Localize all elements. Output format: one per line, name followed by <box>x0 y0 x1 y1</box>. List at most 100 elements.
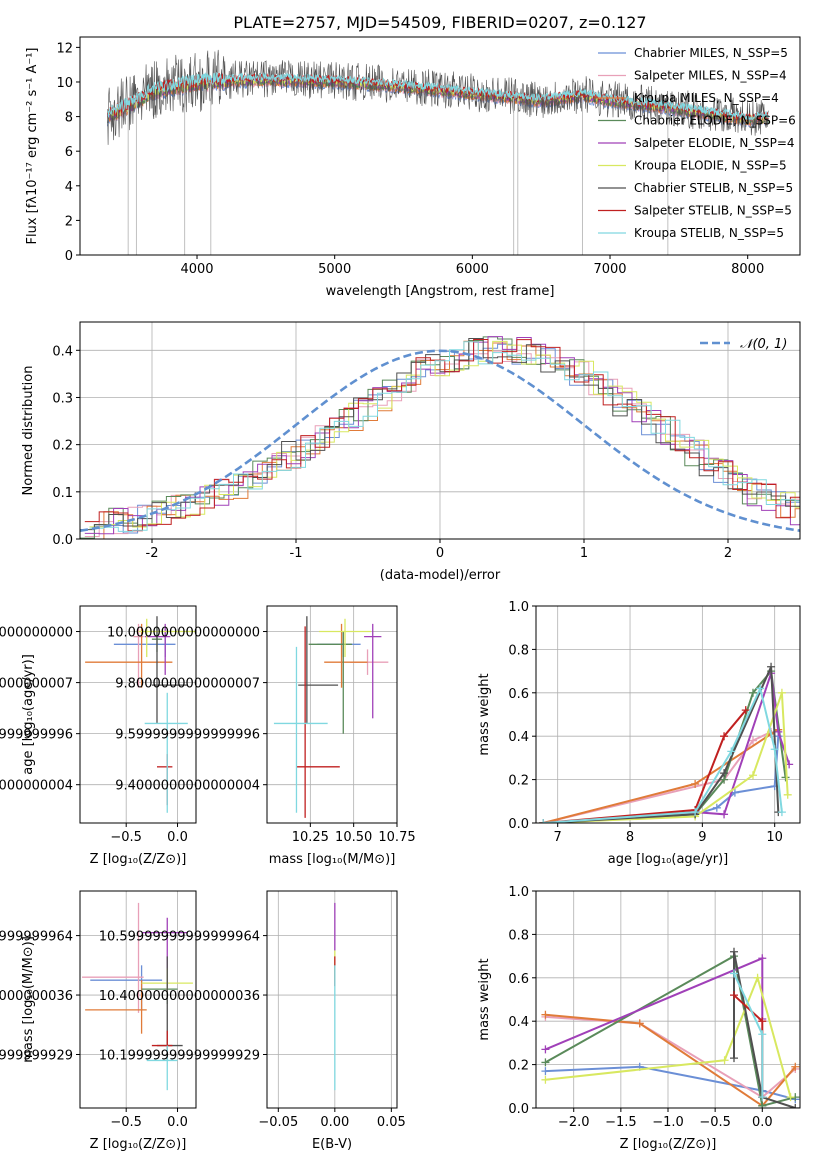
histogram-step <box>89 341 800 532</box>
axes-frame <box>535 890 801 1109</box>
y-tick-label: 0.0 <box>508 1102 529 1117</box>
series-line <box>545 956 764 1051</box>
data-point <box>786 1093 795 1102</box>
y-tick-label: 10.59999999999999964 <box>0 930 73 945</box>
data-point <box>741 706 750 715</box>
y-tick-label: 0.4 <box>52 344 73 359</box>
data-point <box>781 773 790 782</box>
y-tick-label: 0.8 <box>508 928 529 943</box>
histogram-step <box>84 350 800 537</box>
data-point <box>541 1058 550 1067</box>
y-tick-label: 10.19999999999999929 <box>0 1048 73 1063</box>
y-tick-label: 0.2 <box>52 439 73 454</box>
legend-entry: Salpeter STELIB, N_SSP=5 <box>634 204 792 218</box>
legend-entry: Salpeter ELODIE, N_SSP=4 <box>634 136 795 150</box>
data-point <box>720 732 729 741</box>
panel-mass-vs-Z: −0.5 0.0 10.19999999999999929 10.4000000000… <box>0 890 197 1152</box>
histogram-step <box>84 339 800 532</box>
y-tick-label: 10.19999999999999929 <box>99 1048 260 1063</box>
data-point <box>748 736 757 745</box>
data-point <box>635 1019 644 1028</box>
x-tick-label: 9 <box>698 830 706 845</box>
data-point <box>691 779 700 788</box>
series-line <box>543 666 780 823</box>
legend-entry: Chabrier MILES, N_SSP=5 <box>634 46 788 60</box>
axes-frame <box>79 605 197 824</box>
y-tick-label: 9.5999999999999996 <box>0 728 73 743</box>
y-tick-label: 10.0000000000000000 <box>0 626 73 641</box>
legend-text: Chabrier MILES, N_SSP=5 <box>634 46 788 60</box>
y-tick-label: 8 <box>65 111 73 126</box>
legend-text: Salpeter MILES, N_SSP=4 <box>634 69 787 83</box>
y-tick-label: 0.4 <box>508 1015 529 1030</box>
x-tick-label: −1.0 <box>652 1115 684 1130</box>
x-tick-label: 0.05 <box>377 1115 406 1130</box>
legend-text: Salpeter ELODIE, N_SSP=4 <box>634 136 795 150</box>
y-tick-label: 0.2 <box>508 1059 529 1074</box>
data-point <box>730 947 738 956</box>
x-tick-label: 10.25 <box>292 830 329 845</box>
y-tick-label: 6 <box>65 145 73 160</box>
legend-entry: Kroupa MILES, N_SSP=4 <box>634 91 779 105</box>
series-line <box>545 974 792 1098</box>
plot-area <box>536 606 800 823</box>
x-tick-label: 10.50 <box>335 830 372 845</box>
y-axis-label: Flux [fλ10⁻¹⁷ erg cm⁻² s⁻¹ A⁻¹] <box>25 48 40 245</box>
x-axis-label: age [log₁₀(age/yr)] <box>608 852 729 867</box>
x-tick-label: −0.5 <box>110 1115 142 1130</box>
y-axis-label: mass weight <box>477 958 492 1040</box>
data-point <box>756 684 765 693</box>
plot-area <box>267 606 397 823</box>
y-tick-label: 9.8000000000000007 <box>0 677 73 692</box>
plot-area <box>80 606 196 823</box>
data-point <box>727 747 736 756</box>
plot-area <box>80 891 196 1108</box>
y-tick-label: 10.40000000000000036 <box>0 989 73 1004</box>
data-point <box>777 808 786 817</box>
data-point <box>748 771 757 780</box>
data-point <box>541 1045 550 1054</box>
data-point <box>712 803 721 812</box>
panel-age-vs-Z: −0.5 0.0 9.4000000000000004 9.5999999999999… <box>0 605 197 867</box>
x-tick-label: −0.5 <box>110 830 142 845</box>
y-axis-label: Normed distribution <box>21 366 36 496</box>
x-tick-label: 10 <box>766 830 783 845</box>
histogram-step <box>80 336 800 539</box>
histogram-step <box>89 340 800 539</box>
series-line <box>733 951 796 1108</box>
legend-entry: Chabrier ELODIE, N_SSP=6 <box>634 114 796 128</box>
axes-frame <box>79 36 801 256</box>
panel-spectrum: 4000 5000 6000 7000 8000 0 2 4 6 8 10 12 wavelength … <box>25 36 801 299</box>
x-axis-label: Z [log₁₀(Z/Z⊙)] <box>620 1137 717 1152</box>
x-axis-label: E(B-V) <box>312 1137 352 1152</box>
y-tick-label: 1.0 <box>508 600 529 615</box>
data-point <box>791 1104 800 1108</box>
data-point <box>720 810 729 819</box>
y-tick-label: 10.59999999999999964 <box>99 930 260 945</box>
y-tick-label: 4 <box>65 180 73 195</box>
data-point <box>691 808 700 817</box>
spectrum-line <box>107 49 769 145</box>
plot-area <box>80 322 800 539</box>
x-tick-label: 1 <box>580 546 588 561</box>
legend-text: Kroupa ELODIE, N_SSP=5 <box>634 159 787 173</box>
data-point <box>758 954 767 963</box>
data-point <box>720 1056 729 1065</box>
plot-area <box>536 891 800 1108</box>
spectrum-line <box>107 76 769 127</box>
legend-text: Kroupa STELIB, N_SSP=5 <box>634 226 784 240</box>
y-tick-label: 0.4 <box>508 730 529 745</box>
legend-text: Chabrier STELIB, N_SSP=5 <box>634 181 793 195</box>
y-tick-label: 10.40000000000000036 <box>99 989 260 1004</box>
legend-text: Chabrier ELODIE, N_SSP=6 <box>634 114 796 128</box>
y-axis-label: mass weight <box>477 673 492 755</box>
panel-residuals: -2 -1 0 1 2 0.0 0.1 0.2 0.3 0.4 (data-model)/error… <box>21 321 801 583</box>
panel-age-vs-mass: 10.25 10.50 10.75 9.4000000000000004 9.59999… <box>107 605 416 867</box>
data-point <box>791 1062 800 1071</box>
series-line <box>542 730 772 823</box>
x-tick-label: 0.00 <box>320 1115 349 1130</box>
x-axis-label: mass [log₁₀(M/M⊙)] <box>269 852 396 867</box>
plot-area <box>107 49 769 255</box>
y-tick-label: 0.0 <box>52 533 73 548</box>
